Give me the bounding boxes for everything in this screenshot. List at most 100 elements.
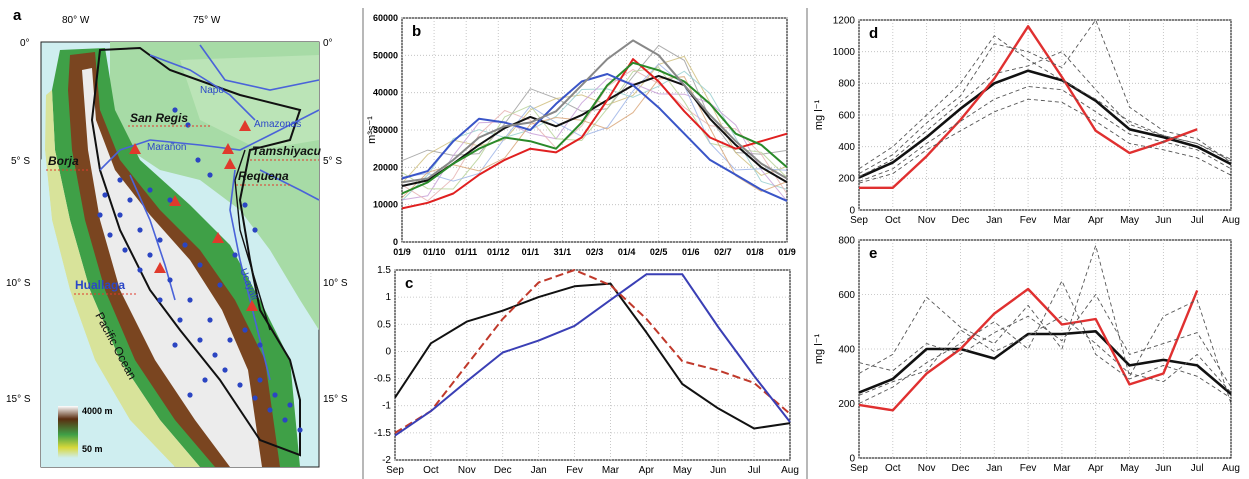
lowland-light bbox=[180, 55, 319, 150]
sampling-dot bbox=[207, 317, 213, 323]
lat-tick-10s-right: 10° S bbox=[323, 278, 348, 289]
x-tick-label: 01/9 bbox=[778, 247, 796, 257]
sampling-dot bbox=[102, 192, 108, 198]
sampling-dot bbox=[267, 407, 273, 413]
sampling-dot bbox=[222, 367, 228, 373]
y-axis-label: mg l⁻¹ bbox=[813, 100, 825, 131]
series-line bbox=[858, 287, 1199, 412]
sampling-dot bbox=[177, 317, 183, 323]
series-line bbox=[401, 74, 788, 187]
sampling-dot bbox=[197, 337, 203, 343]
lat-tick-15s: 15° S bbox=[6, 394, 31, 405]
label-amazonas: Amazonas bbox=[254, 119, 301, 130]
sampling-dot bbox=[167, 277, 173, 283]
sampling-dot bbox=[147, 252, 153, 258]
chart-c-anomaly: -2 -1.5 -1 -0.5 0 0.5 1 1.5 Sep Oct Nov Dec Jan Fev Ma… bbox=[374, 265, 799, 476]
lat-tick-10s: 10° S bbox=[6, 278, 31, 289]
series-line bbox=[858, 35, 1232, 170]
sampling-dot bbox=[172, 342, 178, 348]
series-line bbox=[858, 245, 1232, 404]
basin-boundary bbox=[90, 46, 302, 457]
y-tick-label: -2 bbox=[382, 455, 391, 466]
sampling-dot bbox=[237, 382, 243, 388]
series-line bbox=[858, 315, 1232, 396]
y-tick-label: 200 bbox=[838, 399, 855, 410]
sampling-dot bbox=[122, 247, 128, 253]
x-tick-label: Fev bbox=[1020, 463, 1037, 474]
x-tick-label: Apr bbox=[1088, 215, 1104, 226]
x-tick-label: Oct bbox=[423, 465, 439, 476]
sampling-dot bbox=[197, 262, 203, 268]
sampling-dot bbox=[137, 227, 143, 233]
sediment-sampling-dots bbox=[97, 107, 303, 433]
lon-tick-75w: 75° W bbox=[193, 15, 221, 26]
sampling-dot bbox=[137, 267, 143, 273]
sampling-dot bbox=[287, 402, 293, 408]
x-tick-label: 31/1 bbox=[554, 247, 572, 257]
sampling-dot bbox=[127, 197, 133, 203]
x-tick-label: 01/11 bbox=[455, 247, 477, 257]
y-axis-label: mg l⁻¹ bbox=[813, 334, 825, 365]
lat-tick-0-right: 0° bbox=[323, 38, 333, 49]
x-tick-label: Mar bbox=[1053, 463, 1071, 474]
sampling-dot bbox=[97, 212, 103, 218]
sampling-dot bbox=[202, 377, 208, 383]
sampling-dot bbox=[242, 202, 248, 208]
sampling-dot bbox=[217, 282, 223, 288]
y-tick-label: 1000 bbox=[833, 47, 856, 58]
x-tick-label: Fev bbox=[1020, 215, 1037, 226]
x-tick-label: Jan bbox=[531, 465, 547, 476]
amazonas-river bbox=[149, 109, 320, 151]
napo-river bbox=[149, 54, 256, 121]
series-line bbox=[858, 98, 1232, 184]
y-tick-label: 400 bbox=[838, 142, 855, 153]
sampling-dot bbox=[242, 327, 248, 333]
x-tick-label: 02/3 bbox=[586, 247, 604, 257]
x-tick-label: Sep bbox=[850, 215, 868, 226]
x-tick-label: Aug bbox=[1222, 215, 1240, 226]
x-tick-label: Jun bbox=[710, 465, 726, 476]
station-8 bbox=[246, 300, 258, 311]
label-napo: Napo bbox=[200, 85, 224, 96]
x-tick-label: 01/1 bbox=[522, 247, 540, 257]
chart-d-sediment: 0 200 400 600 800 1000 1200 Sep Oct Nov Dec Jan Fev M… bbox=[813, 15, 1240, 226]
x-tick-label: Mar bbox=[1053, 215, 1071, 226]
sampling-dot bbox=[272, 392, 278, 398]
sampling-dot bbox=[207, 172, 213, 178]
sampling-dot bbox=[252, 227, 258, 233]
x-tick-label: Nov bbox=[458, 465, 476, 476]
ensemble-line bbox=[401, 70, 788, 201]
x-tick-label: Sep bbox=[850, 463, 868, 474]
series-line bbox=[858, 19, 1232, 174]
station-borja bbox=[129, 143, 141, 154]
series-line bbox=[394, 282, 791, 430]
lat-tick-5s-right: 5° S bbox=[323, 156, 342, 167]
sampling-dot bbox=[227, 337, 233, 343]
y-tick-label: 0 bbox=[385, 346, 391, 357]
y-tick-label: 800 bbox=[838, 79, 855, 90]
series-line bbox=[859, 25, 1198, 189]
x-tick-label: Apr bbox=[639, 465, 655, 476]
x-tick-label: 02/5 bbox=[650, 247, 668, 257]
lat-tick-0: 0° bbox=[20, 38, 30, 49]
sampling-dot bbox=[187, 392, 193, 398]
x-tick-label: Jun bbox=[1155, 463, 1171, 474]
panel-label: d bbox=[869, 25, 878, 42]
label-maranon: Marañon bbox=[147, 142, 186, 153]
label-tamshiyacu: Tamshiyacu bbox=[252, 144, 322, 158]
panel-label: e bbox=[869, 245, 877, 262]
sampling-dot bbox=[157, 237, 163, 243]
x-tick-label: May bbox=[1120, 215, 1139, 226]
x-tick-label: Fev bbox=[566, 465, 583, 476]
x-tick-label: Jun bbox=[1155, 215, 1171, 226]
map-panel: a 80° W 75° W 0° 5° S 10° S 15° S 0° 5° … bbox=[6, 7, 348, 468]
panel-label-a: a bbox=[13, 7, 22, 24]
y-axis-label: m³s⁻¹ bbox=[366, 116, 378, 144]
sampling-dot bbox=[282, 417, 288, 423]
x-tick-label: May bbox=[1120, 463, 1139, 474]
x-tick-label: 01/6 bbox=[682, 247, 700, 257]
lat-tick-15s-right: 15° S bbox=[323, 394, 348, 405]
tributary-1 bbox=[199, 44, 320, 91]
x-tick-label: 01/9 bbox=[393, 247, 411, 257]
